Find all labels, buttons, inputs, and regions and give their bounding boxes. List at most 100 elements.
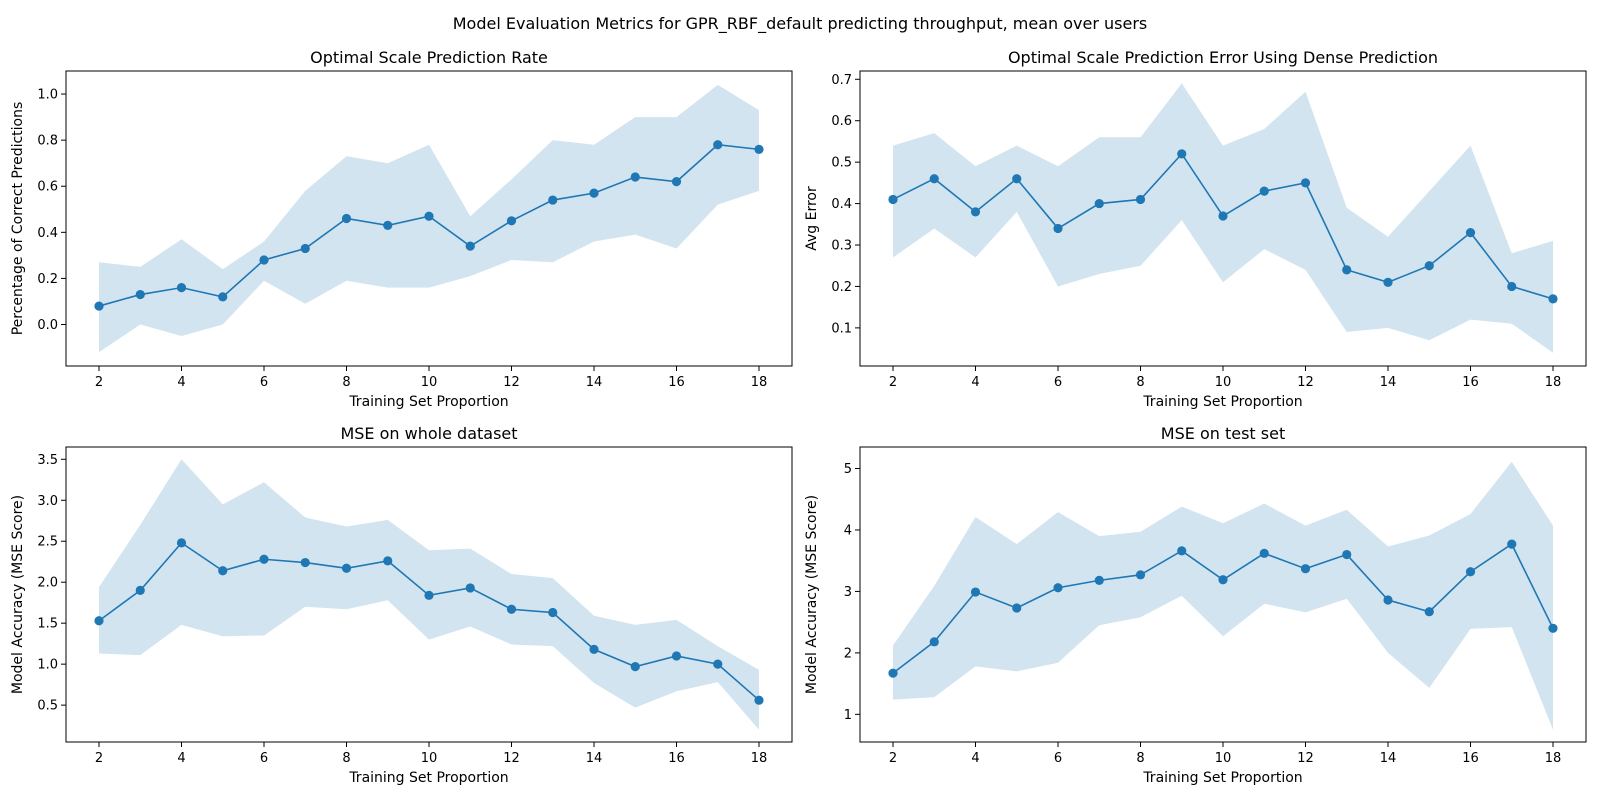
- x-tick-label: 12: [1297, 375, 1314, 390]
- data-point: [1177, 149, 1187, 159]
- data-point: [1300, 178, 1311, 188]
- y-tick-label: 2.0: [37, 576, 58, 591]
- y-tick-label: 0.5: [831, 156, 852, 171]
- x-tick-label: 6: [1054, 751, 1062, 766]
- data-point: [671, 177, 682, 187]
- x-tick-label: 4: [177, 375, 185, 390]
- data-point: [548, 607, 558, 618]
- y-tick-label: 3: [844, 585, 852, 600]
- x-tick-label: 2: [889, 751, 897, 766]
- x-tick-label: 8: [1136, 751, 1144, 766]
- x-tick-label: 14: [586, 375, 603, 390]
- data-point: [218, 292, 228, 302]
- data-point: [671, 651, 682, 661]
- x-tick-label: 16: [668, 751, 685, 766]
- y-tick-label: 0.6: [831, 114, 852, 129]
- data-point: [1053, 223, 1063, 234]
- subplot-title: MSE on test set: [1161, 424, 1285, 443]
- data-point: [888, 194, 898, 205]
- x-tick-label: 2: [95, 751, 103, 766]
- y-tick-label: 4: [844, 523, 852, 538]
- data-point: [1507, 281, 1517, 292]
- data-point: [1218, 211, 1228, 221]
- y-tick-label: 0.1: [831, 321, 852, 336]
- data-point: [1465, 227, 1476, 238]
- x-tick-label: 6: [260, 751, 268, 766]
- data-point: [218, 566, 228, 576]
- data-point: [1383, 595, 1393, 605]
- data-point: [176, 538, 187, 548]
- data-point: [929, 637, 939, 647]
- x-tick-label: 8: [1136, 375, 1144, 390]
- data-point: [465, 583, 475, 593]
- x-tick-label: 12: [1297, 751, 1314, 766]
- y-tick-label: 1: [844, 708, 852, 723]
- y-tick-label: 2: [844, 646, 852, 661]
- data-point: [176, 283, 187, 293]
- data-point: [1300, 564, 1311, 574]
- data-point: [929, 174, 939, 184]
- y-tick-label: 1.5: [37, 617, 58, 632]
- data-point: [300, 243, 310, 254]
- data-point: [1465, 567, 1476, 577]
- data-point: [506, 604, 517, 614]
- data-point: [424, 590, 434, 600]
- data-point: [1259, 548, 1269, 558]
- x-tick-label: 6: [260, 375, 268, 390]
- x-tick-label: 4: [971, 751, 979, 766]
- data-point: [754, 144, 764, 154]
- data-point: [1012, 174, 1022, 184]
- x-axis-label: Training Set Proportion: [348, 770, 508, 786]
- data-point: [341, 213, 352, 224]
- y-tick-label: 3.0: [37, 494, 58, 509]
- x-tick-label: 14: [1380, 751, 1397, 766]
- data-point: [424, 211, 434, 221]
- subplot-2: 2 4 6 8 10 12 14 16 18 0.1 0.2 0.3 0.4 0.5 0.6 0.7 Optim…: [804, 48, 1587, 410]
- data-point: [548, 195, 558, 205]
- y-tick-label: 0.2: [831, 280, 852, 295]
- y-tick-label: 0.5: [37, 699, 58, 714]
- data-point: [1177, 546, 1187, 556]
- x-tick-label: 16: [668, 375, 685, 390]
- data-point: [589, 644, 599, 655]
- data-point: [465, 241, 475, 251]
- y-tick-label: 1.0: [37, 88, 58, 103]
- x-tick-label: 16: [1462, 751, 1479, 766]
- x-tick-label: 10: [1215, 375, 1232, 390]
- data-point: [135, 585, 145, 596]
- x-tick-label: 10: [421, 751, 438, 766]
- data-point: [1094, 575, 1104, 585]
- y-tick-label: 5: [844, 462, 852, 477]
- figure-suptitle: Model Evaluation Metrics for GPR_RBF_def…: [453, 14, 1148, 34]
- data-point: [1507, 539, 1517, 549]
- x-tick-label: 10: [1215, 751, 1232, 766]
- data-point: [259, 255, 269, 265]
- y-tick-label: 3.5: [37, 453, 58, 468]
- data-point: [383, 556, 393, 566]
- x-tick-label: 16: [1462, 375, 1479, 390]
- y-axis-label: Percentage of Correct Predictions: [10, 102, 26, 336]
- x-tick-label: 6: [1054, 375, 1062, 390]
- x-tick-label: 4: [971, 375, 979, 390]
- y-tick-label: 1.0: [37, 658, 58, 673]
- x-tick-label: 18: [1545, 375, 1562, 390]
- y-tick-label: 2.5: [37, 535, 58, 550]
- data-point: [1135, 194, 1146, 205]
- x-tick-label: 8: [342, 751, 350, 766]
- data-point: [1135, 570, 1146, 580]
- data-point: [1259, 186, 1269, 196]
- data-point: [1012, 603, 1022, 613]
- y-tick-label: 0.4: [37, 226, 58, 241]
- y-axis-label: Avg Error: [804, 186, 820, 251]
- data-point: [1342, 549, 1352, 560]
- x-tick-label: 18: [1545, 751, 1562, 766]
- data-point: [1548, 294, 1558, 304]
- x-tick-label: 18: [751, 375, 768, 390]
- y-tick-label: 0.4: [831, 197, 852, 212]
- y-tick-label: 0.3: [831, 239, 852, 254]
- y-tick-label: 0.6: [37, 180, 58, 195]
- data-point: [300, 557, 310, 568]
- y-tick-label: 0.0: [37, 318, 58, 333]
- x-tick-label: 12: [503, 751, 520, 766]
